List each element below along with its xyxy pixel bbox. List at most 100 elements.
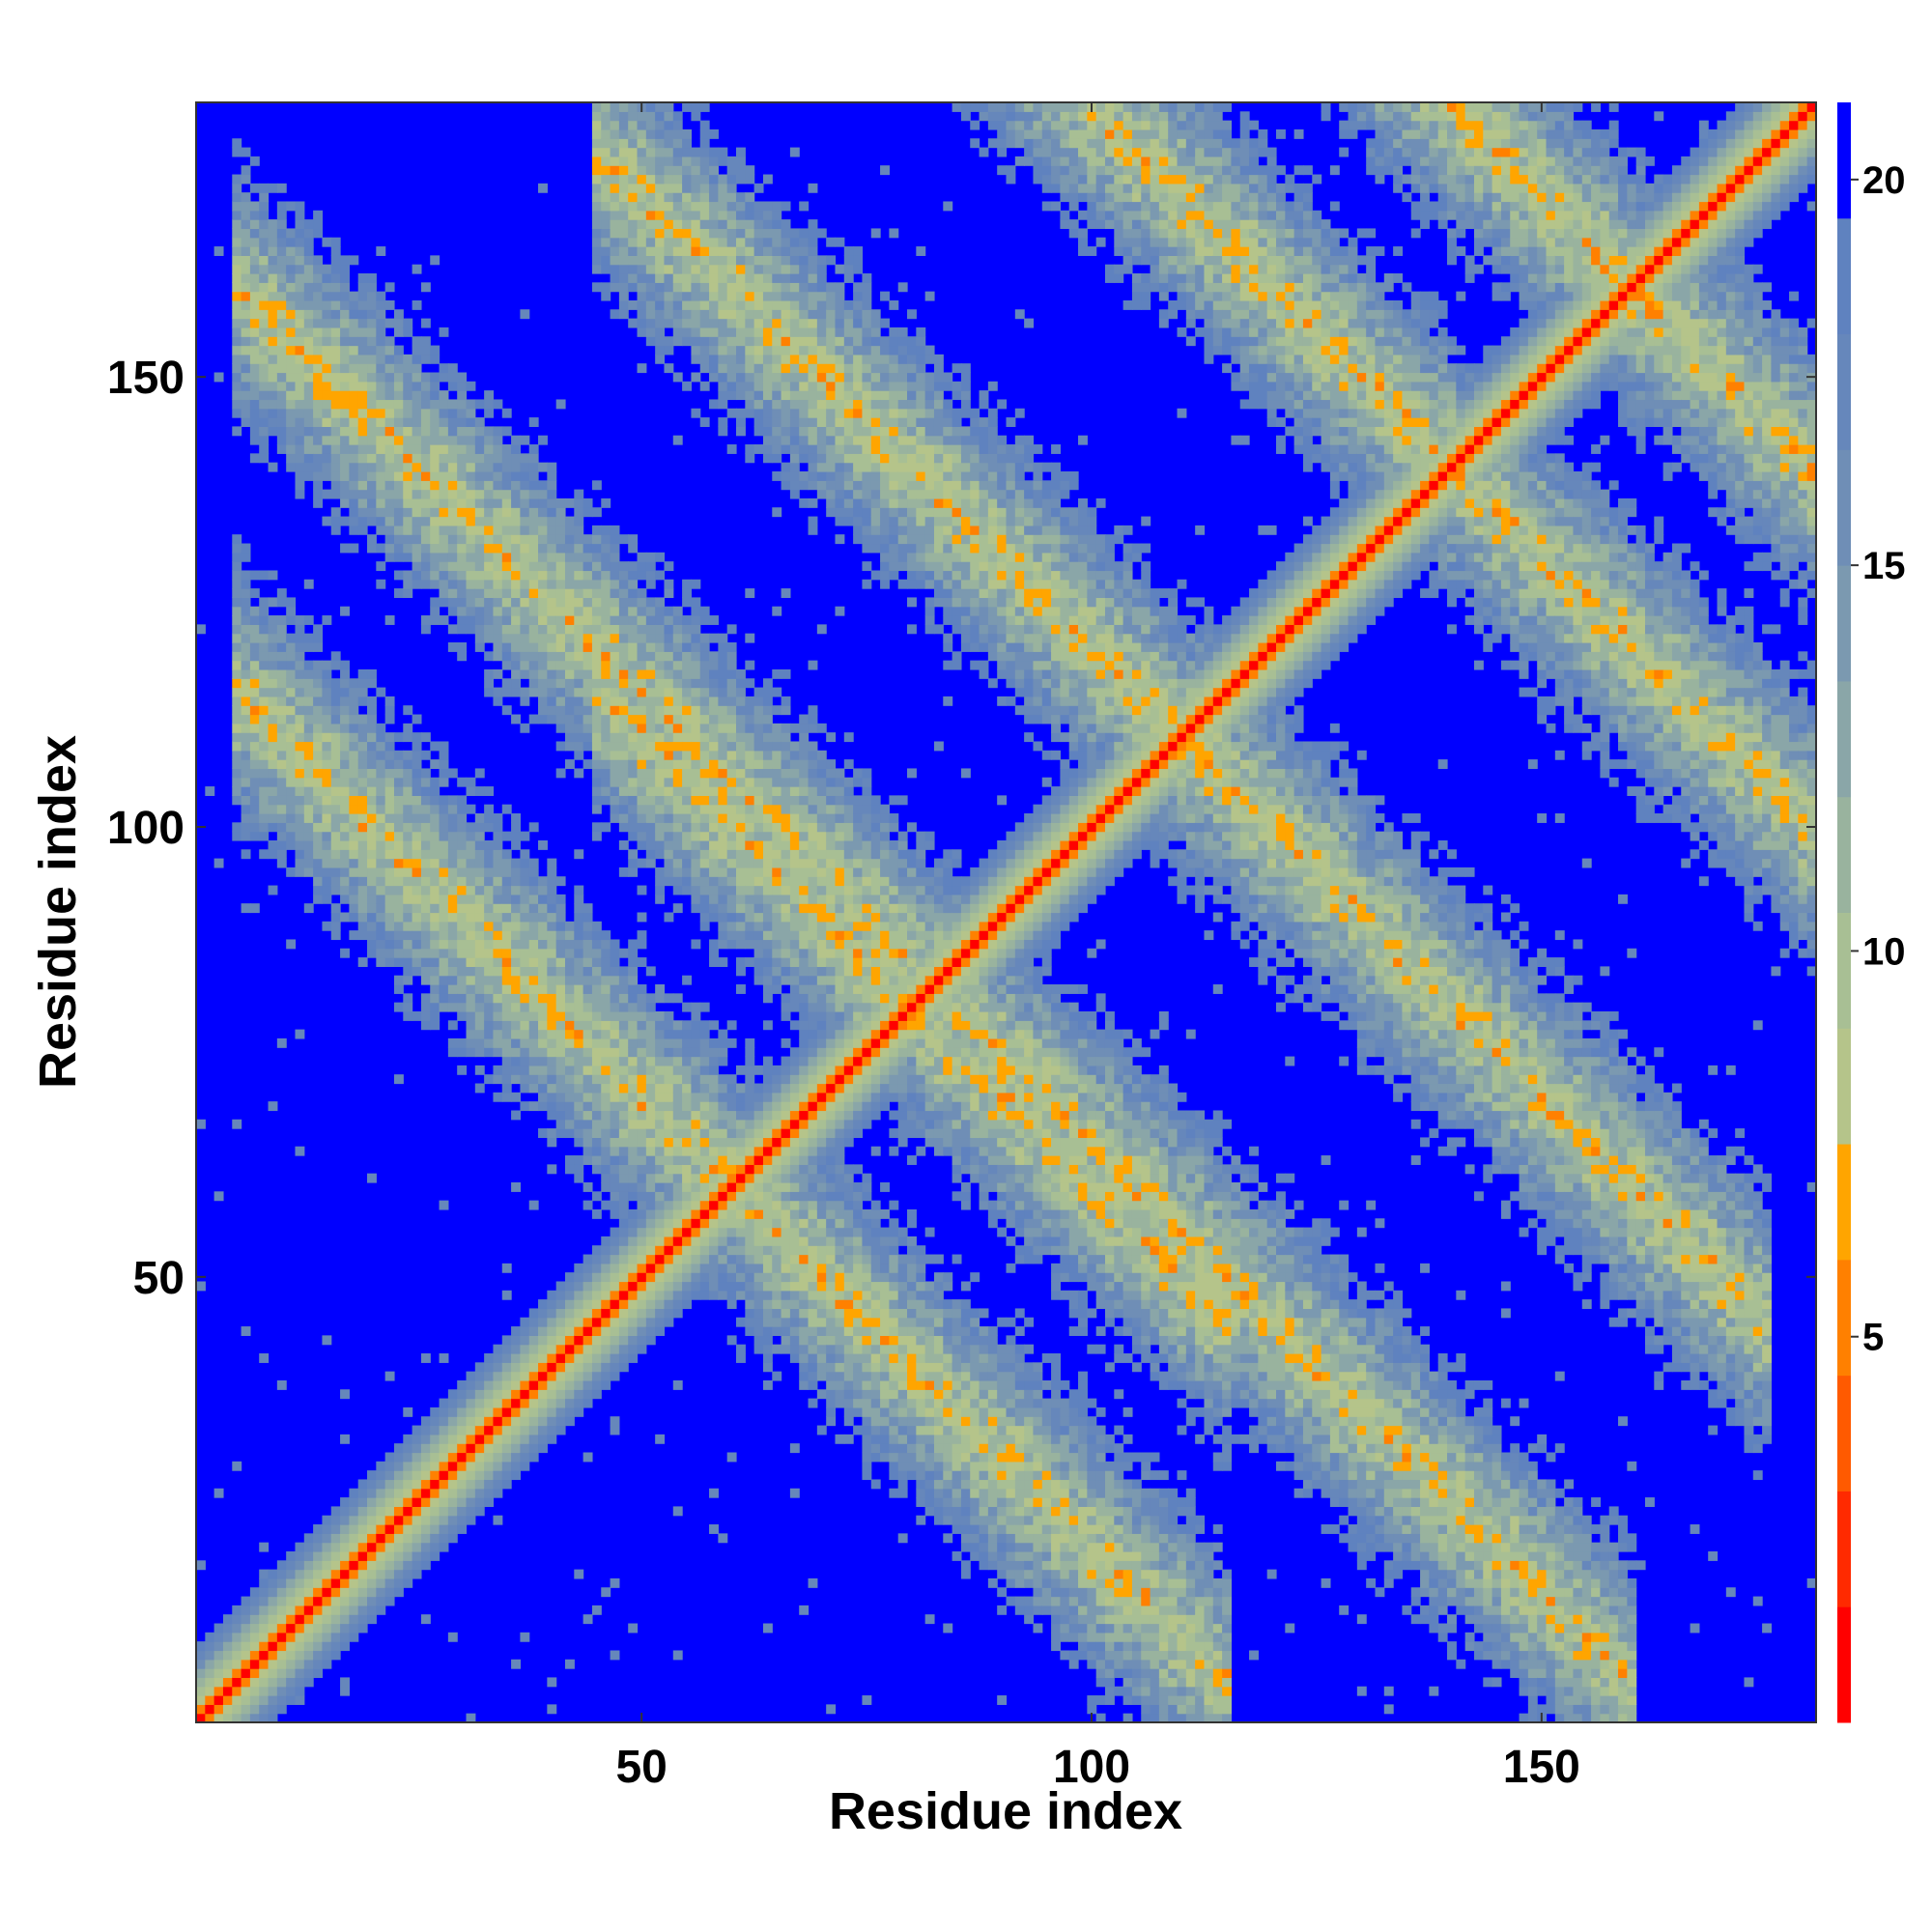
heatmap-cell (682, 184, 692, 193)
heatmap-cell (718, 1030, 727, 1039)
heatmap-cell (529, 1003, 539, 1012)
heatmap-cell (412, 544, 422, 554)
heatmap-cell (745, 922, 754, 931)
heatmap-cell (421, 382, 431, 391)
heatmap-cell (340, 273, 350, 283)
heatmap-cell (529, 966, 539, 976)
heatmap-cell (664, 1318, 673, 1327)
heatmap-cell (259, 192, 269, 202)
heatmap-cell (619, 1137, 629, 1147)
heatmap-cell (556, 1020, 566, 1030)
heatmap-cell (269, 1624, 278, 1634)
heatmap-cell (259, 228, 269, 238)
heatmap-cell (583, 570, 593, 580)
heatmap-cell (556, 634, 566, 643)
heatmap-cell (367, 1489, 377, 1498)
heatmap-cell (691, 886, 700, 895)
heatmap-cell (448, 444, 458, 454)
heatmap-cell (520, 607, 529, 616)
heatmap-cell (565, 1318, 575, 1327)
heatmap-cell (331, 1516, 341, 1525)
heatmap-cell (638, 175, 647, 185)
heatmap-cell (592, 1137, 602, 1147)
heatmap-cell (611, 1236, 620, 1246)
heatmap-cell (295, 795, 304, 805)
heatmap-cell (511, 1074, 521, 1084)
heatmap-cell (331, 444, 341, 454)
heatmap-cell (367, 1551, 377, 1561)
heatmap-cell (583, 1308, 593, 1318)
heatmap-cell (259, 832, 269, 841)
heatmap-cell (619, 966, 629, 976)
heatmap-cell (259, 795, 269, 805)
heatmap-cell (700, 1147, 710, 1156)
heatmap-cell (529, 1435, 539, 1444)
heatmap-cell (385, 1516, 395, 1525)
heatmap-cell (709, 246, 719, 256)
heatmap-cell (628, 1038, 638, 1048)
heatmap-cell (691, 1047, 700, 1057)
heatmap-cell (538, 1128, 548, 1138)
heatmap-cell (467, 1399, 476, 1408)
heatmap-cell (484, 624, 494, 634)
heatmap-cell (376, 382, 385, 391)
heatmap-cell (565, 939, 575, 949)
heatmap-cell (232, 642, 242, 652)
heatmap-cell (430, 913, 440, 923)
heatmap-cell (493, 993, 502, 1003)
heatmap-cell (547, 498, 556, 508)
heatmap-cell (547, 1128, 556, 1138)
heatmap-cell (601, 741, 611, 751)
heatmap-cell (638, 1093, 647, 1102)
heatmap-cell (619, 1182, 629, 1192)
heatmap-cell (583, 678, 593, 688)
heatmap-cell (574, 588, 583, 598)
heatmap-cell (457, 382, 467, 391)
heatmap-cell (313, 724, 323, 733)
heatmap-cell (664, 1101, 673, 1111)
heatmap-cell (340, 319, 350, 328)
heatmap-cell (304, 1533, 314, 1543)
heatmap-cell (358, 309, 368, 319)
heatmap-cell (457, 813, 467, 823)
heatmap-cell (457, 930, 467, 940)
heatmap-cell (394, 939, 404, 949)
heatmap-cell (232, 696, 242, 706)
heatmap-cell (520, 436, 529, 445)
heatmap-cell (664, 624, 673, 634)
heatmap-cell (520, 903, 529, 913)
heatmap-cell (376, 1597, 385, 1606)
heatmap-cell (475, 426, 485, 436)
heatmap-cell (376, 526, 385, 535)
heatmap-cell (304, 336, 314, 346)
heatmap-cell (611, 1038, 620, 1048)
heatmap-cell (700, 319, 710, 328)
heatmap-cell (736, 1182, 746, 1192)
heatmap-cell (358, 741, 368, 751)
heatmap-cell (430, 957, 440, 967)
heatmap-cell (358, 822, 368, 832)
heatmap-cell (250, 1624, 260, 1634)
heatmap-cell (367, 759, 377, 769)
heatmap-cell (529, 651, 539, 661)
heatmap-cell (385, 1533, 395, 1543)
heatmap-cell (385, 957, 395, 967)
heatmap-cell (385, 1506, 395, 1516)
heatmap-cell (664, 238, 673, 247)
heatmap-cell (745, 201, 754, 211)
heatmap-cell (511, 1399, 521, 1408)
heatmap-cell (718, 669, 727, 679)
heatmap-cell (691, 111, 700, 121)
heatmap-cell (269, 759, 278, 769)
heatmap-cell (638, 1281, 647, 1291)
heatmap-cell (754, 715, 764, 724)
heatmap-cell (269, 309, 278, 319)
heatmap-cell (502, 949, 512, 958)
heatmap-cell (214, 1633, 224, 1642)
heatmap-cell (313, 1578, 323, 1588)
heatmap-cell (638, 607, 647, 616)
heatmap-cell (484, 984, 494, 994)
heatmap-cell (394, 751, 404, 760)
heatmap-cell (592, 832, 602, 841)
heatmap-cell (376, 886, 385, 895)
